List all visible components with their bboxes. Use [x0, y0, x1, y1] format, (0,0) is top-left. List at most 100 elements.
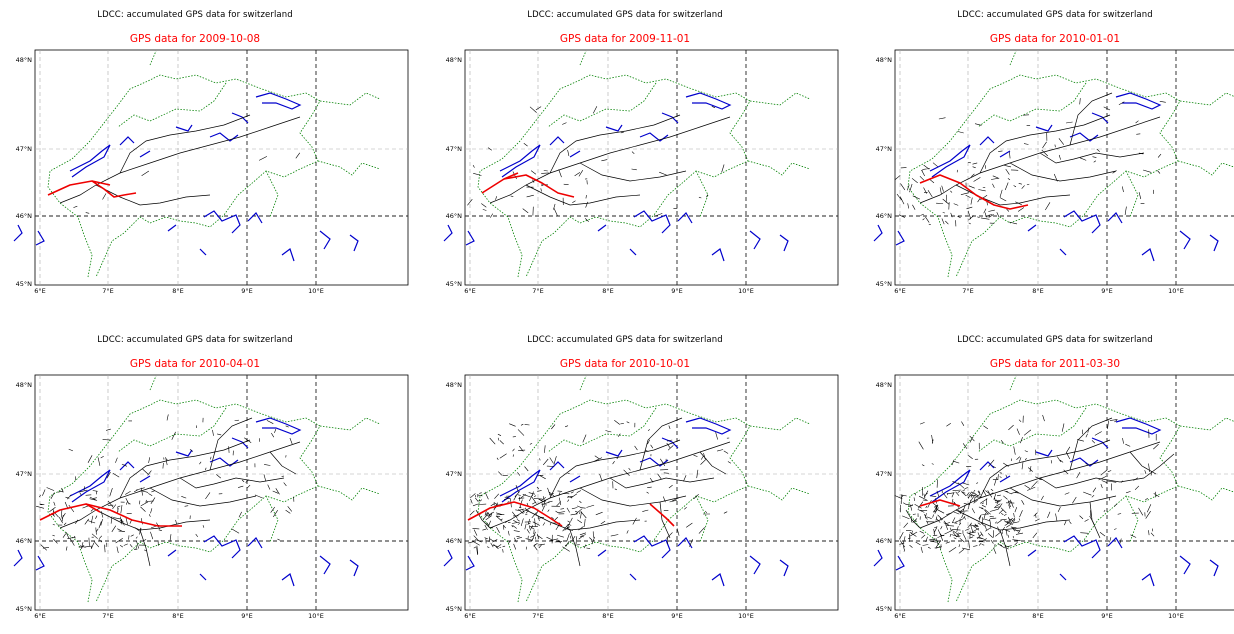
neighbour-border: [1179, 92, 1234, 106]
water-body: [633, 535, 671, 559]
panel-suptitle: LDCC: accumulated GPS data for switzerla…: [527, 10, 723, 20]
map-panel-6: LDCC: accumulated GPS data for switzerla…: [860, 325, 1234, 634]
water-body: [319, 555, 331, 575]
water-body: [549, 136, 565, 146]
gps-track: [149, 487, 257, 507]
water-body: [661, 437, 679, 449]
lon-tick-label: 9°E: [241, 287, 253, 295]
recent-gps-track: [85, 503, 101, 513]
water-body: [749, 230, 761, 250]
water-body: [685, 417, 732, 435]
gps-track: [119, 439, 251, 499]
gps-track: [95, 509, 211, 531]
water-body: [199, 573, 207, 581]
water-body: [13, 224, 23, 242]
water-body: [685, 92, 732, 110]
water-body: [1035, 449, 1053, 457]
gps-track: [489, 116, 731, 204]
lon-tick-label: 8°E: [172, 287, 184, 295]
water-body: [629, 248, 637, 256]
water-body: [203, 210, 241, 234]
water-body: [119, 461, 135, 471]
panel-subtitle: GPS data for 2010-04-01: [129, 358, 261, 370]
lat-tick-label: 48°N: [876, 56, 893, 64]
panel-subtitle: GPS data for 2009-10-08: [129, 33, 261, 45]
gps-track: [699, 451, 727, 475]
lat-tick-label: 46°N: [446, 212, 463, 220]
lat-tick-label: 46°N: [16, 537, 33, 545]
gps-track: [639, 417, 683, 471]
lon-tick-label: 10°E: [308, 287, 324, 295]
lon-tick-label: 8°E: [602, 612, 614, 620]
neighbour-border: [1179, 417, 1234, 431]
neighbour-border: [319, 92, 381, 106]
neighbour-border: [547, 82, 657, 128]
map-panel-3: LDCC: accumulated GPS data for switzerla…: [860, 0, 1234, 309]
water-body: [119, 136, 135, 146]
neighbour-border: [317, 160, 381, 176]
water-body: [711, 248, 725, 262]
gps-track: [659, 501, 671, 539]
water-body: [175, 449, 193, 457]
neighbour-border: [265, 495, 279, 543]
panel-subtitle: GPS data for 2010-01-01: [989, 33, 1121, 45]
water-body: [209, 132, 239, 142]
gps-track: [489, 441, 731, 529]
lon-tick-label: 7°E: [532, 287, 544, 295]
gps-track: [549, 439, 681, 499]
water-body: [597, 224, 607, 232]
water-body: [1069, 132, 1099, 142]
recent-gps-track: [649, 503, 675, 527]
neighbour-border: [547, 407, 657, 453]
gps-track: [525, 184, 641, 206]
neighbour-border: [695, 495, 709, 543]
neighbour-border: [1009, 375, 1017, 391]
map-panel-1: LDCC: accumulated GPS data for switzerla…: [0, 0, 412, 309]
water-body: [35, 230, 45, 246]
water-body: [499, 469, 541, 503]
water-body: [639, 457, 669, 467]
water-body: [597, 549, 607, 557]
water-body: [1115, 92, 1162, 110]
water-body: [69, 144, 111, 178]
lon-tick-label: 10°E: [738, 287, 754, 295]
water-body: [247, 537, 263, 549]
gps-map: 6°E 7°E 8°E 9°E 10°E 48°N 47°N 46°N 45°N: [13, 49, 409, 295]
lat-tick-label: 45°N: [446, 605, 463, 613]
gps-map: 6°E 7°E 8°E 9°E 10°E 48°N 47°N 46°N 45°N: [443, 49, 839, 295]
map-panel-2: LDCC: accumulated GPS data for switzerla…: [430, 0, 842, 309]
gps-track: [209, 417, 253, 471]
water-body: [1027, 549, 1037, 557]
water-body: [1209, 234, 1219, 252]
lon-tick-label: 6°E: [464, 612, 476, 620]
water-body: [605, 124, 623, 132]
gps-track: [59, 441, 301, 529]
gps-track: [1009, 487, 1117, 507]
gps-track: [1069, 417, 1113, 471]
water-body: [1063, 210, 1101, 234]
gps-map: 6°E 7°E 8°E 9°E 10°E 48°N 47°N 46°N 45°N: [443, 374, 839, 620]
water-body: [349, 559, 359, 577]
neighbour-border: [1177, 160, 1234, 176]
recent-gps-track: [47, 180, 137, 198]
gps-track: [919, 116, 1161, 204]
gps-track: [1129, 451, 1157, 475]
gps-track: [979, 114, 1111, 174]
water-body: [929, 144, 971, 178]
neighbour-border: [747, 160, 811, 176]
lat-tick-label: 47°N: [876, 145, 893, 153]
water-body: [1209, 559, 1219, 577]
lon-tick-label: 8°E: [1032, 287, 1044, 295]
water-body: [443, 549, 453, 567]
water-body: [873, 224, 883, 242]
water-body: [873, 549, 883, 567]
recent-gps-track: [467, 501, 563, 527]
water-body: [1179, 555, 1191, 575]
water-body: [255, 417, 302, 435]
water-body: [677, 212, 693, 224]
water-body: [779, 234, 789, 252]
water-body: [749, 555, 761, 575]
lon-tick-label: 7°E: [532, 612, 544, 620]
figure-grid: LDCC: accumulated GPS data for switzerla…: [0, 0, 1234, 620]
water-body: [929, 469, 971, 503]
